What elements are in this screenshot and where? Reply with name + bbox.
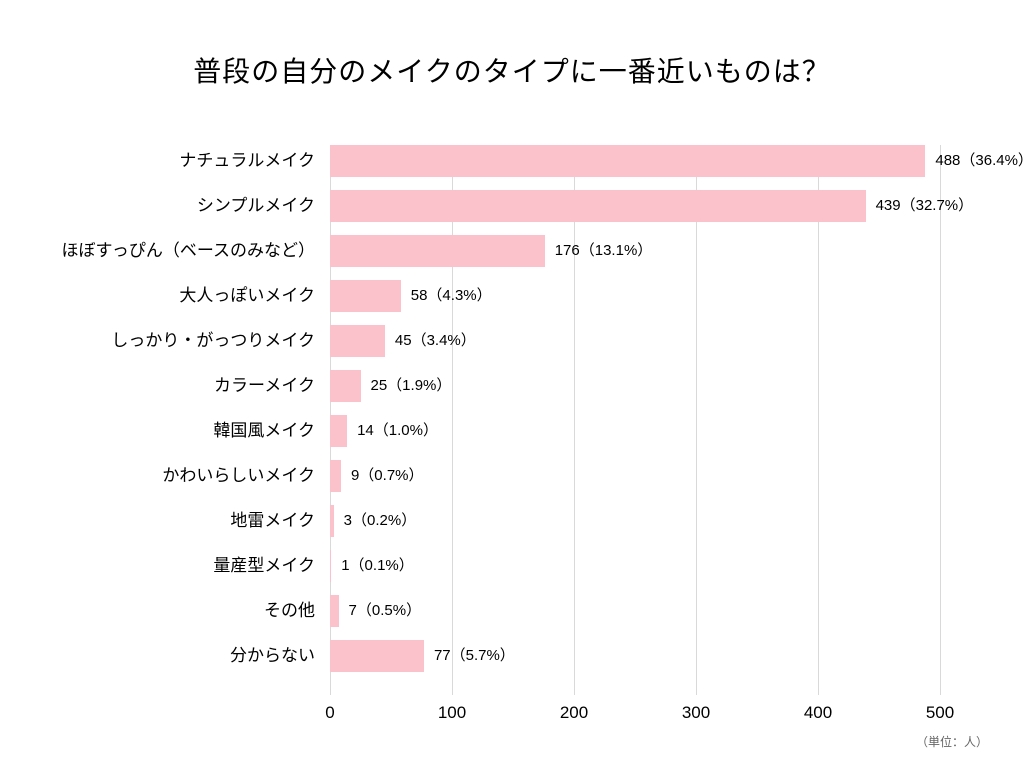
category-label: ナチュラルメイク [0,145,315,177]
x-tick-label: 400 [793,703,843,723]
category-label: 大人っぽいメイク [0,280,315,312]
category-label: しっかり・がっつりメイク [0,325,315,357]
value-label: 25（1.9%） [371,370,452,402]
category-label: 地雷メイク [0,505,315,537]
x-tick-label: 300 [671,703,721,723]
gridline [818,145,819,695]
category-label: 分からない [0,640,315,672]
chart-title: 普段の自分のメイクのタイプに一番近いものは？ [0,50,1024,90]
category-label: ほぼすっぴん（ベースのみなど） [0,235,315,267]
plot-area: 0100200300400500488（36.4%）439（32.7%）176（… [330,145,940,695]
value-label: 7（0.5%） [349,595,422,627]
chart-page: 普段の自分のメイクのタイプに一番近いものは？ ナチュラルメイクシンプルメイクほぼ… [0,0,1024,768]
value-label: 58（4.3%） [411,280,492,312]
value-label: 45（3.4%） [395,325,476,357]
value-label: 14（1.0%） [357,415,438,447]
gridline [940,145,941,695]
category-label: その他 [0,595,315,627]
value-label: 9（0.7%） [351,460,424,492]
bar [330,280,401,312]
category-label: 韓国風メイク [0,415,315,447]
value-label: 77（5.7%） [434,640,515,672]
x-tick-label: 500 [915,703,965,723]
category-label: 量産型メイク [0,550,315,582]
category-label: かわいらしいメイク [0,460,315,492]
value-label: 439（32.7%） [876,190,974,222]
x-tick-label: 200 [549,703,599,723]
value-label: 1（0.1%） [341,550,414,582]
bar [330,640,424,672]
value-label: 488（36.4%） [935,145,1024,177]
x-tick-label: 0 [305,703,355,723]
gridline [574,145,575,695]
bar [330,190,866,222]
value-label: 176（13.1%） [555,235,653,267]
x-tick-label: 100 [427,703,477,723]
bar [330,550,331,582]
bar [330,325,385,357]
bar [330,505,334,537]
unit-note: （単位：人） [916,733,988,750]
gridline [452,145,453,695]
bar [330,145,925,177]
bar [330,235,545,267]
bar [330,415,347,447]
bar [330,370,361,402]
value-label: 3（0.2%） [344,505,417,537]
category-label: シンプルメイク [0,190,315,222]
bar [330,595,339,627]
bar [330,460,341,492]
category-label: カラーメイク [0,370,315,402]
gridline [696,145,697,695]
